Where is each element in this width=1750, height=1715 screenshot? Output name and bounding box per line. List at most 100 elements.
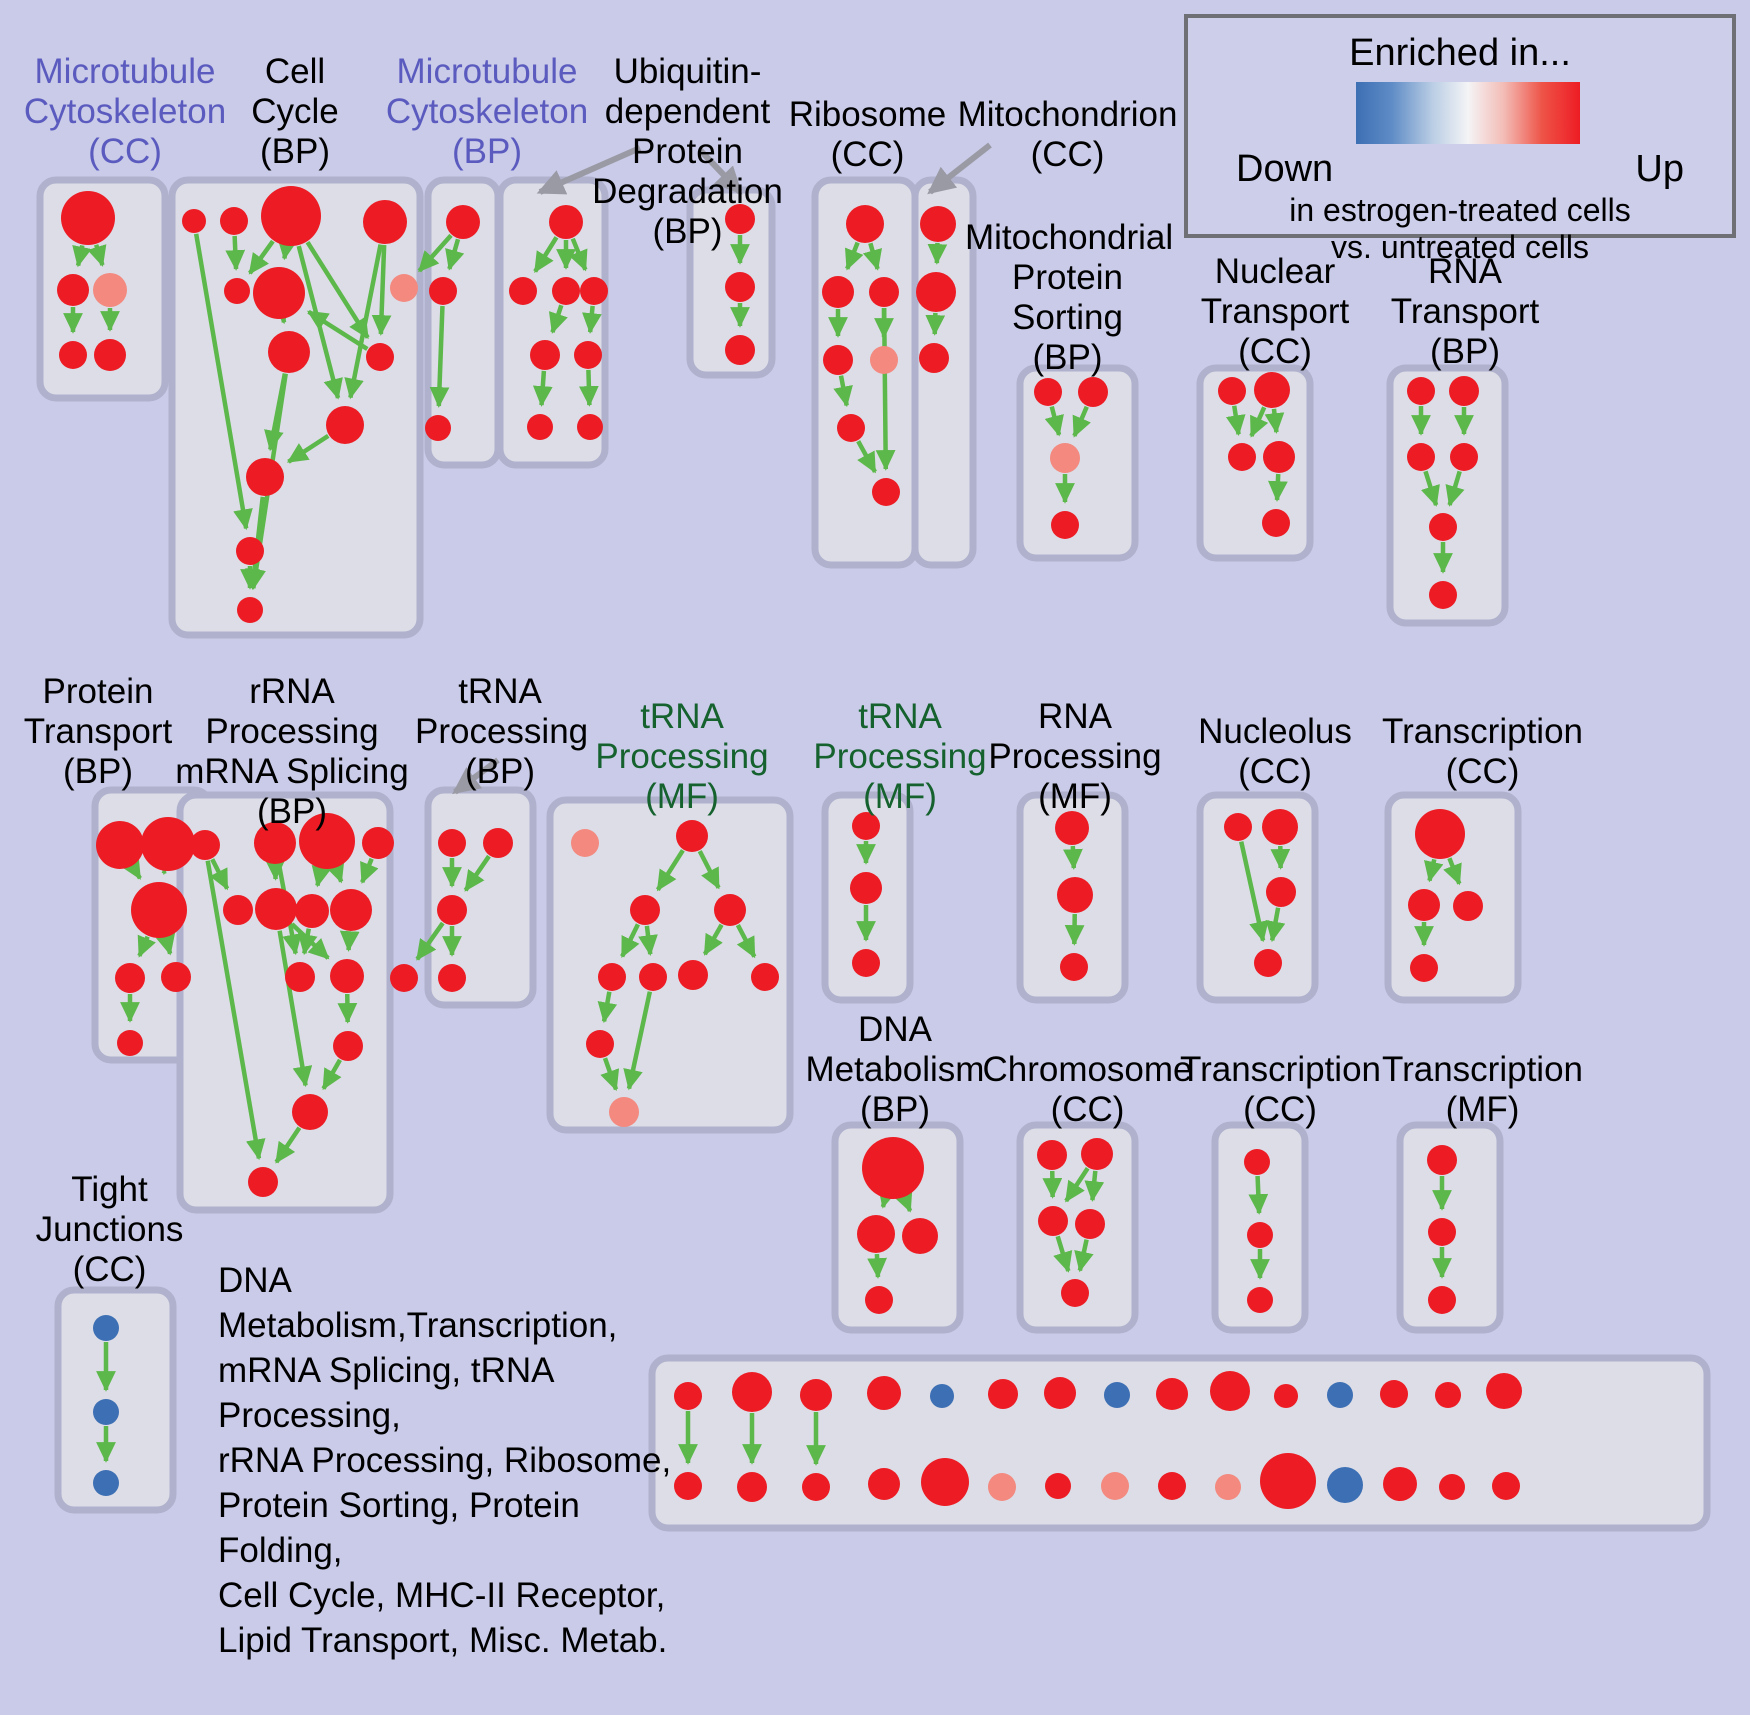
node-up [1081, 1138, 1113, 1170]
edge [1225, 405, 1246, 437]
edge [1443, 857, 1462, 886]
cluster-label-trna-processing-mf-1: tRNA Processing (MF) [595, 697, 769, 816]
node-up [333, 1031, 363, 1061]
node-up [868, 1468, 900, 1500]
edge [569, 237, 588, 272]
node-up [446, 205, 480, 239]
node-up [846, 205, 884, 243]
edge [582, 305, 602, 334]
node-up [549, 205, 583, 239]
cluster-label-tight-junctions-cc: Tight Junctions (CC) [35, 1170, 184, 1289]
node-mid [988, 1473, 1016, 1501]
node-up [1051, 511, 1079, 539]
cluster-label-cell-cycle-bp: Cell Cycle (BP) [251, 52, 339, 171]
node-up [852, 949, 880, 977]
cluster-label-nuclear-transport-cc: Nuclear Transport (CC) [1200, 252, 1350, 371]
network-nodes [57, 186, 1522, 1509]
edge [1084, 1170, 1105, 1202]
edge [277, 238, 298, 261]
cluster-label-dna-metabolism-bp: DNA Metabolism (BP) [805, 1010, 985, 1129]
node-up [725, 204, 755, 234]
edge [193, 233, 253, 531]
edge [600, 1057, 620, 1092]
node-up [237, 597, 263, 623]
node-up [674, 1382, 702, 1410]
node-up [223, 895, 253, 925]
node-up [802, 1473, 830, 1501]
arrow-to-mitochondrion [927, 142, 992, 195]
node-up [725, 335, 755, 365]
node-mid [1215, 1474, 1241, 1500]
node-up [1057, 877, 1093, 913]
node-down [930, 1384, 954, 1408]
node-up [1254, 372, 1290, 408]
node-mid [1050, 443, 1080, 473]
node-mid [870, 346, 898, 374]
edge [417, 233, 453, 273]
cluster-box-nucleolus-cc [1196, 791, 1319, 1004]
node-up [246, 458, 284, 496]
node-up [869, 277, 899, 307]
edge [925, 312, 946, 336]
edge [1072, 405, 1091, 438]
cluster-label-nucleolus-cc: Nucleolus (CC) [1198, 712, 1352, 791]
edge [297, 928, 318, 956]
node-up [141, 817, 195, 871]
node-up [1380, 1380, 1408, 1408]
node-up [872, 478, 900, 506]
node-up [639, 963, 667, 991]
edge [1064, 1166, 1090, 1203]
node-up [852, 812, 880, 840]
edge [620, 923, 640, 958]
node-up [94, 339, 126, 371]
node-up [362, 827, 394, 859]
cluster-label-rna-processing-mf: RNA Processing (MF) [988, 697, 1162, 816]
cluster-label-trna-processing-bp: tRNA Processing (BP) [415, 672, 589, 791]
edge [1420, 470, 1440, 507]
edge [371, 244, 392, 336]
cluster-label-protein-transport-bp: Protein Transport (BP) [23, 672, 173, 791]
node-up [1429, 513, 1457, 541]
node-up [1078, 377, 1108, 407]
node-up [330, 889, 372, 931]
node-up [862, 1137, 924, 1199]
node-up [1034, 378, 1062, 406]
node-up [1383, 1467, 1417, 1501]
node-up [255, 888, 297, 930]
edge [1063, 845, 1083, 870]
node-up [1408, 889, 1440, 921]
node-up [921, 1458, 969, 1506]
edge [1268, 473, 1288, 502]
edge [339, 930, 360, 952]
node-up [220, 207, 248, 235]
node-down [93, 1470, 119, 1496]
edge [87, 244, 107, 267]
node-up [1045, 1473, 1071, 1499]
node-up [1435, 1382, 1461, 1408]
cluster-label-chromosome-cc: Chromosome (CC) [982, 1050, 1193, 1129]
edge [638, 925, 658, 956]
edge [286, 434, 330, 464]
legend-color-bar [1356, 82, 1580, 144]
edge [578, 369, 599, 407]
node-up [1044, 1377, 1076, 1409]
edge [878, 1186, 898, 1209]
node-up [1037, 1140, 1067, 1170]
node-up [224, 278, 250, 304]
node-mid [1101, 1472, 1129, 1500]
node-up [57, 274, 89, 306]
node-up [822, 276, 854, 308]
legend-title: Enriched in... [1349, 32, 1571, 74]
node-up [190, 830, 220, 860]
node-down [1327, 1467, 1363, 1503]
edge [1239, 841, 1269, 943]
node-up [1244, 1149, 1270, 1175]
node-up [1429, 581, 1457, 609]
node-up [1224, 813, 1252, 841]
node-up [1247, 1222, 1273, 1248]
node-up [714, 894, 746, 926]
node-mid [571, 829, 599, 857]
edge [311, 865, 332, 888]
node-up [1158, 1472, 1186, 1500]
cluster-box-tight-junctions-cc [54, 1286, 177, 1514]
